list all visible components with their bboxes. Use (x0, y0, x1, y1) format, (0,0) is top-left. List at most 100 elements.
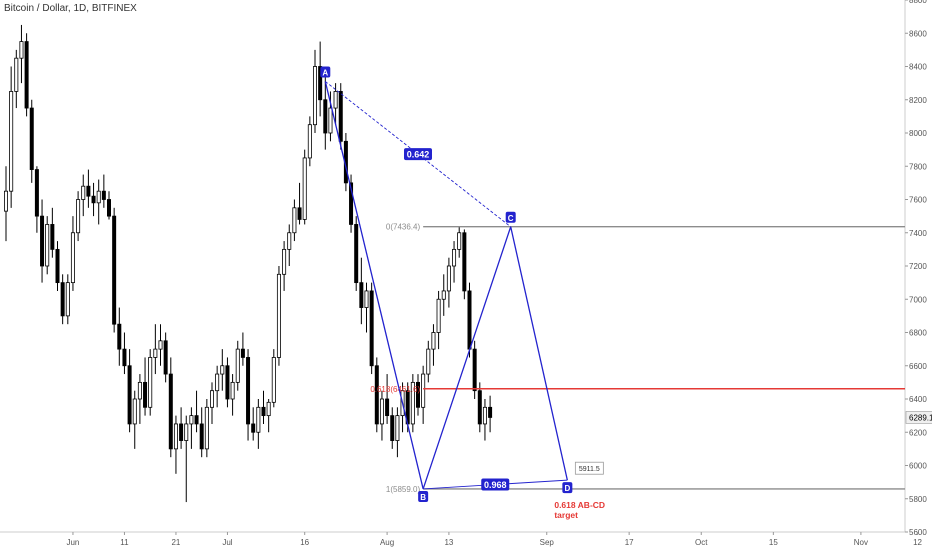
price-axis[interactable] (905, 0, 932, 550)
candle[interactable] (436, 298, 441, 333)
candle[interactable] (107, 199, 112, 217)
candle[interactable] (328, 107, 333, 134)
point-marker-d[interactable] (562, 482, 573, 494)
candle[interactable] (415, 381, 420, 408)
candle[interactable] (323, 99, 328, 134)
point-marker-c[interactable] (505, 211, 516, 223)
candle[interactable] (24, 41, 29, 109)
point-marker-a[interactable] (320, 66, 331, 78)
candle[interactable] (421, 373, 426, 408)
candle[interactable] (472, 348, 477, 392)
candle[interactable] (302, 157, 307, 220)
candle[interactable] (122, 348, 127, 367)
candle[interactable] (173, 423, 178, 450)
candle[interactable] (307, 124, 312, 159)
candle[interactable] (168, 373, 173, 450)
pattern-leg[interactable] (324, 81, 424, 490)
candle[interactable] (29, 107, 34, 170)
candle[interactable] (338, 91, 343, 142)
candle[interactable] (441, 290, 446, 300)
point-marker-b[interactable] (418, 490, 429, 502)
candle[interactable] (297, 207, 302, 220)
candle[interactable] (45, 224, 50, 267)
candle[interactable] (143, 381, 148, 408)
candle[interactable] (230, 381, 235, 400)
candle[interactable] (34, 169, 39, 217)
candle[interactable] (96, 190, 101, 204)
candle[interactable] (261, 406, 266, 417)
candle[interactable] (158, 340, 163, 350)
candle[interactable] (65, 282, 70, 317)
candle[interactable] (50, 224, 55, 250)
candle[interactable] (117, 323, 122, 350)
candle[interactable] (379, 398, 384, 425)
candle[interactable] (266, 401, 271, 417)
candle[interactable] (194, 415, 199, 425)
candle[interactable] (132, 398, 137, 425)
candle[interactable] (354, 224, 359, 284)
candle[interactable] (112, 215, 117, 325)
candle[interactable] (271, 357, 276, 403)
candle[interactable] (390, 415, 395, 441)
candle[interactable] (282, 248, 287, 275)
candle[interactable] (276, 273, 281, 358)
candle[interactable] (395, 415, 400, 441)
candle[interactable] (70, 232, 75, 284)
candle[interactable] (410, 381, 415, 425)
candle[interactable] (148, 357, 153, 408)
candle[interactable] (287, 232, 292, 250)
candle[interactable] (76, 199, 81, 234)
candle[interactable] (86, 185, 91, 197)
candle[interactable] (477, 390, 482, 425)
candle[interactable] (462, 232, 467, 292)
price-callout[interactable] (574, 461, 604, 475)
candle[interactable] (488, 406, 493, 418)
candle[interactable] (14, 57, 19, 92)
candle[interactable] (246, 357, 251, 425)
candle[interactable] (256, 406, 261, 433)
candle[interactable] (467, 290, 472, 350)
candle[interactable] (349, 182, 354, 225)
candle[interactable] (91, 195, 96, 204)
candle[interactable] (457, 232, 462, 250)
candle[interactable] (204, 406, 209, 450)
candle[interactable] (312, 66, 317, 126)
candle[interactable] (446, 265, 451, 292)
candle[interactable] (292, 207, 297, 234)
candle[interactable] (163, 340, 168, 375)
candle[interactable] (385, 398, 390, 417)
candle[interactable] (4, 190, 9, 212)
candle[interactable] (19, 41, 24, 59)
candle[interactable] (359, 282, 364, 308)
candle[interactable] (199, 423, 204, 450)
candle[interactable] (184, 423, 189, 441)
candle[interactable] (251, 423, 256, 433)
candle[interactable] (101, 190, 106, 200)
candle[interactable] (426, 348, 431, 375)
candle[interactable] (127, 365, 132, 425)
candle[interactable] (220, 365, 225, 375)
pattern-leg[interactable] (422, 226, 512, 490)
candle[interactable] (318, 66, 323, 101)
candle[interactable] (60, 282, 65, 317)
candle[interactable] (40, 215, 45, 267)
candle[interactable] (81, 185, 86, 200)
candle[interactable] (364, 290, 369, 308)
candle[interactable] (452, 248, 457, 267)
candle[interactable] (482, 406, 487, 425)
candle[interactable] (431, 332, 436, 350)
candle[interactable] (153, 348, 158, 358)
candle[interactable] (374, 365, 379, 425)
pattern-leg[interactable] (510, 226, 568, 481)
candle[interactable] (369, 290, 374, 367)
candle[interactable] (137, 381, 142, 400)
candle[interactable] (333, 91, 338, 109)
candle[interactable] (9, 91, 14, 192)
candle[interactable] (209, 390, 214, 408)
candle[interactable] (55, 248, 60, 284)
candle[interactable] (235, 348, 240, 383)
candle[interactable] (179, 423, 184, 441)
candle[interactable] (240, 348, 245, 358)
candle[interactable] (215, 373, 220, 392)
